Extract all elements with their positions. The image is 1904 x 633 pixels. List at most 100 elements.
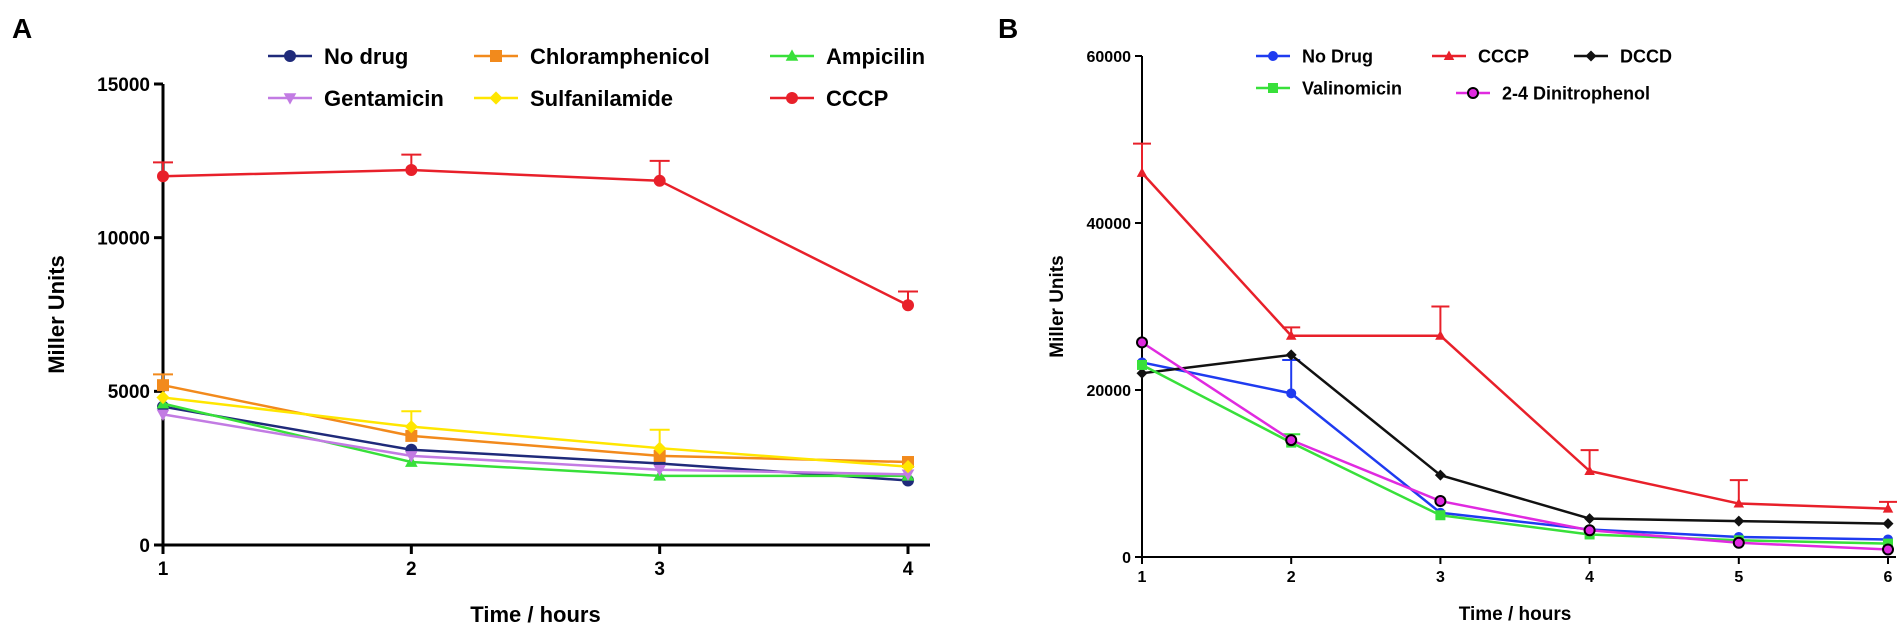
data-point bbox=[653, 464, 666, 477]
data-point bbox=[1435, 330, 1446, 340]
data-point bbox=[1136, 167, 1148, 177]
x-tick-label: 2 bbox=[406, 559, 417, 580]
legend-item-no-drug: No drug bbox=[268, 44, 408, 69]
x-tick-label: 3 bbox=[1436, 569, 1445, 586]
legend-marker bbox=[1268, 51, 1278, 61]
data-point bbox=[157, 170, 169, 183]
data-point bbox=[1435, 510, 1446, 521]
series-cccp bbox=[1133, 142, 1897, 513]
data-point bbox=[653, 449, 666, 462]
x-tick-label: 1 bbox=[1138, 569, 1147, 586]
legend-label: No drug bbox=[324, 44, 408, 69]
x-tick-label: 4 bbox=[1585, 569, 1594, 586]
legend-marker bbox=[1467, 87, 1479, 99]
data-point bbox=[1584, 465, 1595, 475]
y-tick-label: 20000 bbox=[1087, 383, 1132, 400]
data-point bbox=[1285, 330, 1297, 340]
data-point bbox=[1882, 503, 1894, 513]
legend-label: CCCP bbox=[826, 86, 888, 111]
legend-label: Ampicilin bbox=[826, 44, 925, 69]
series-line bbox=[162, 383, 909, 464]
series-2-4-dinitrophenol bbox=[1136, 336, 1894, 556]
x-axis-title: Time / hours bbox=[1459, 604, 1572, 625]
series-line bbox=[162, 168, 909, 307]
y-tick-label: 5000 bbox=[108, 382, 150, 403]
series-line bbox=[1141, 172, 1889, 510]
data-point bbox=[1733, 498, 1745, 508]
x-tick-label: 4 bbox=[903, 559, 914, 580]
axes: 1 2 3 4 5 6 0 20000 40000 60000 Time / hours Miller… bbox=[1047, 49, 1896, 625]
y-axis-title: Miller Units bbox=[1047, 255, 1068, 357]
data-point bbox=[653, 441, 667, 455]
data-point bbox=[1136, 367, 1148, 379]
data-point bbox=[1882, 518, 1894, 530]
x-tick-label: 6 bbox=[1884, 569, 1893, 586]
series-no-drug bbox=[157, 400, 914, 487]
data-point bbox=[157, 379, 169, 392]
y-tick-label: 0 bbox=[1122, 550, 1131, 567]
x-tick-label: 1 bbox=[158, 559, 169, 580]
panel-label-b: B bbox=[998, 13, 1018, 44]
legend-label: Valinomicin bbox=[1302, 78, 1402, 98]
legend-label: No Drug bbox=[1302, 46, 1373, 66]
y-tick-label: 15000 bbox=[97, 75, 150, 96]
legend-item-chloramphenicol: Chloramphenicol bbox=[474, 44, 710, 69]
legend-label: DCCD bbox=[1620, 46, 1672, 66]
y-tick-label: 40000 bbox=[1087, 216, 1132, 233]
legend-item-sulfanilamide: Sulfanilamide bbox=[474, 86, 673, 111]
data-point bbox=[902, 299, 914, 312]
legend-item-valinomicin: Valinomicin bbox=[1256, 78, 1402, 98]
y-axis-title: Miller Units bbox=[44, 255, 69, 374]
data-point bbox=[901, 469, 915, 481]
panel-label-a: A bbox=[12, 13, 32, 44]
legend-marker bbox=[1443, 50, 1455, 60]
legend-label: CCCP bbox=[1478, 46, 1529, 66]
legend-label: Chloramphenicol bbox=[530, 44, 710, 69]
data-point bbox=[1285, 349, 1297, 361]
data-point bbox=[405, 451, 418, 463]
x-tick-label: 5 bbox=[1734, 569, 1743, 586]
data-point bbox=[901, 460, 915, 474]
series-sulfanilamide bbox=[156, 390, 915, 474]
x-axis-title: Time / hours bbox=[470, 602, 600, 627]
data-point bbox=[156, 390, 170, 405]
chart-panel-a: 1 2 3 4 0 5000 10000 15000 Time / hours Miller Un… bbox=[44, 44, 930, 627]
x-tick-label: 3 bbox=[654, 559, 665, 580]
legend: No drug Chloramphenicol Ampicilin Gentamici… bbox=[268, 44, 925, 111]
series-cccp bbox=[153, 153, 918, 312]
data-point bbox=[1136, 336, 1148, 349]
legend-marker bbox=[1585, 50, 1597, 62]
legend-item-ampicilin: Ampicilin bbox=[770, 44, 925, 69]
data-point bbox=[404, 420, 418, 434]
data-point bbox=[405, 429, 418, 442]
y-tick-label: 60000 bbox=[1087, 49, 1132, 66]
y-tick-label: 0 bbox=[139, 536, 150, 557]
data-point bbox=[156, 409, 170, 421]
data-point bbox=[1732, 536, 1745, 549]
legend-marker bbox=[785, 49, 799, 61]
chart-panel-b: 1 2 3 4 5 6 0 20000 40000 60000 Time / hours Miller… bbox=[1047, 46, 1897, 625]
legend-item-cccp: CCCP bbox=[1432, 46, 1529, 66]
legend-item-gentamicin: Gentamicin bbox=[268, 86, 444, 111]
axes: 1 2 3 4 0 5000 10000 15000 Time / hours Miller Un… bbox=[44, 75, 930, 627]
data-point bbox=[1882, 543, 1894, 556]
legend-item-no-drug: No Drug bbox=[1256, 46, 1373, 66]
x-tick-label: 2 bbox=[1287, 569, 1296, 586]
data-point bbox=[1733, 515, 1745, 527]
series-line bbox=[1141, 363, 1889, 545]
legend-marker bbox=[283, 93, 297, 105]
legend-label: Gentamicin bbox=[324, 86, 444, 111]
series-line bbox=[162, 396, 909, 468]
legend-label: Sulfanilamide bbox=[530, 86, 673, 111]
legend-marker bbox=[786, 92, 798, 104]
legend-marker bbox=[284, 50, 296, 62]
legend-marker bbox=[490, 50, 502, 62]
legend: No Drug CCCP DCCD Valinomicin 2-4 Dinitrophe… bbox=[1256, 46, 1672, 103]
data-point bbox=[405, 164, 418, 177]
series-line bbox=[1141, 353, 1889, 525]
legend-item-2-4-dinitrophenol: 2-4 Dinitrophenol bbox=[1456, 83, 1650, 103]
data-point bbox=[1137, 359, 1147, 370]
series-chloramphenicol bbox=[153, 373, 914, 469]
series-line bbox=[1141, 361, 1889, 541]
series-dccd bbox=[1136, 349, 1894, 530]
